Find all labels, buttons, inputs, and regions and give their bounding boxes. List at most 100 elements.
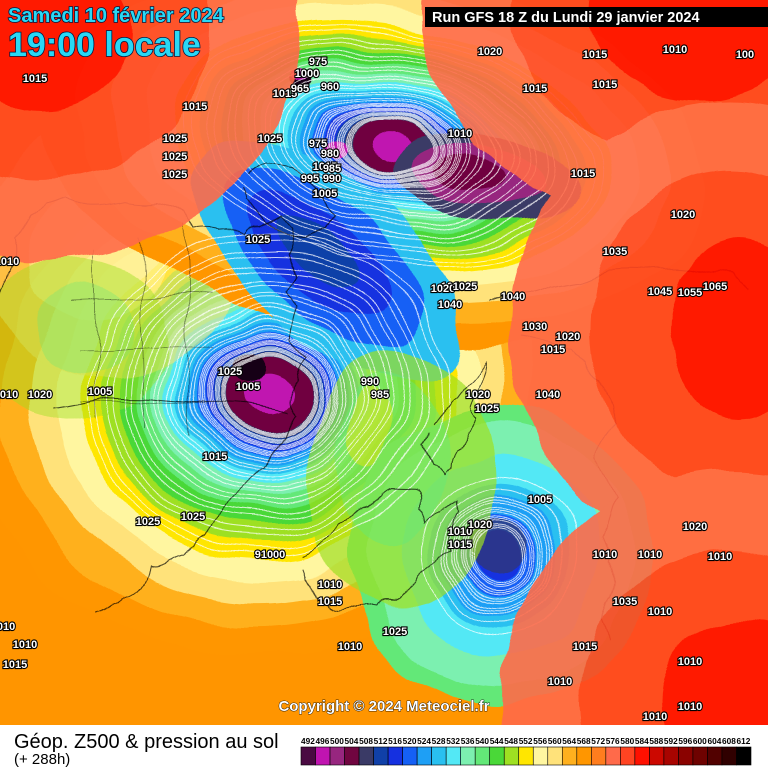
svg-text:91000: 91000 [255,549,286,561]
svg-text:552: 552 [519,736,533,746]
svg-text:975: 975 [309,138,327,150]
svg-text:532: 532 [446,736,460,746]
svg-text:612: 612 [737,736,751,746]
svg-text:1010: 1010 [0,256,19,268]
svg-text:516: 516 [388,736,402,746]
svg-text:1015: 1015 [448,539,472,551]
svg-text:1010: 1010 [593,549,617,561]
svg-text:1040: 1040 [438,299,462,311]
svg-text:1015: 1015 [593,79,617,91]
svg-text:1010: 1010 [708,551,732,563]
svg-text:1010: 1010 [678,656,702,668]
svg-text:1015: 1015 [183,101,207,113]
svg-text:572: 572 [591,736,605,746]
svg-text:504: 504 [345,736,359,746]
svg-text:1020: 1020 [478,46,502,58]
svg-text:1025: 1025 [475,403,499,415]
svg-text:1020: 1020 [671,209,695,221]
svg-text:588: 588 [649,736,663,746]
svg-text:1015: 1015 [583,49,607,61]
svg-text:1010: 1010 [678,701,702,713]
svg-text:1010: 1010 [648,606,672,618]
svg-text:1065: 1065 [703,281,727,293]
svg-text:600: 600 [693,736,707,746]
svg-text:520: 520 [403,736,417,746]
svg-text:1015: 1015 [203,451,227,463]
svg-text:556: 556 [533,736,547,746]
svg-text:512: 512 [374,736,388,746]
svg-text:1025: 1025 [163,151,187,163]
svg-text:508: 508 [359,736,373,746]
svg-text:990: 990 [361,376,379,388]
svg-text:492: 492 [301,736,315,746]
svg-text:1035: 1035 [613,596,637,608]
svg-text:1010: 1010 [643,711,667,723]
svg-text:1030: 1030 [523,321,547,333]
svg-text:1020: 1020 [466,389,490,401]
svg-text:1055: 1055 [678,287,702,299]
svg-text:536: 536 [461,736,475,746]
svg-text:Copyright © 2024 Meteociel.fr: Copyright © 2024 Meteociel.fr [278,698,489,715]
svg-text:584: 584 [635,736,649,746]
svg-text:500: 500 [330,736,344,746]
svg-text:1010: 1010 [448,128,472,140]
svg-text:965: 965 [291,83,309,95]
svg-text:1040: 1040 [501,291,525,303]
svg-text:Run GFS 18 Z du Lundi 29 janvi: Run GFS 18 Z du Lundi 29 janvier 2024 [432,10,700,26]
svg-text:995: 995 [301,173,319,185]
svg-text:1015: 1015 [573,641,597,653]
svg-text:596: 596 [678,736,692,746]
svg-text:1015: 1015 [541,344,565,356]
svg-text:568: 568 [577,736,591,746]
svg-text:1005: 1005 [236,381,260,393]
svg-text:604: 604 [708,736,722,746]
svg-text:1015: 1015 [318,596,342,608]
svg-text:(+ 288h): (+ 288h) [14,751,70,768]
svg-text:1010: 1010 [318,579,342,591]
svg-text:1025: 1025 [136,516,160,528]
svg-text:1010: 1010 [663,44,687,56]
svg-text:524: 524 [417,736,431,746]
svg-text:975: 975 [309,56,327,68]
svg-text:548: 548 [504,736,518,746]
svg-text:1010: 1010 [13,639,37,651]
svg-text:1025: 1025 [258,133,282,145]
svg-text:1025: 1025 [181,511,205,523]
svg-text:544: 544 [490,736,504,746]
svg-text:1020: 1020 [683,521,707,533]
svg-text:1040: 1040 [536,389,560,401]
svg-text:540: 540 [475,736,489,746]
svg-text:19:00 locale: 19:00 locale [8,26,201,64]
svg-text:1035: 1035 [603,246,627,258]
svg-text:1020: 1020 [468,519,492,531]
svg-text:100: 100 [736,49,754,61]
svg-text:1015: 1015 [3,659,27,671]
svg-text:1020: 1020 [28,389,52,401]
svg-text:1025: 1025 [163,133,187,145]
svg-text:985: 985 [371,389,389,401]
svg-text:010: 010 [0,621,15,633]
svg-text:1020: 1020 [431,283,455,295]
svg-text:576: 576 [606,736,620,746]
svg-text:990: 990 [323,173,341,185]
svg-text:608: 608 [722,736,736,746]
svg-text:1015: 1015 [23,73,47,85]
svg-text:Samedi 10 février 2024: Samedi 10 février 2024 [8,5,225,27]
svg-text:1025: 1025 [246,234,270,246]
svg-text:Géop. Z500 & pression au sol: Géop. Z500 & pression au sol [14,731,279,753]
svg-text:1020: 1020 [556,331,580,343]
svg-text:528: 528 [432,736,446,746]
svg-text:1000: 1000 [295,68,319,80]
svg-text:1025: 1025 [453,281,477,293]
svg-text:960: 960 [321,81,339,93]
svg-text:1025: 1025 [218,366,242,378]
svg-text:1005: 1005 [88,386,112,398]
svg-text:496: 496 [316,736,330,746]
svg-text:1010: 1010 [638,549,662,561]
svg-text:1005: 1005 [313,188,337,200]
svg-text:1010: 1010 [0,389,18,401]
svg-text:1015: 1015 [523,83,547,95]
svg-text:560: 560 [548,736,562,746]
svg-text:592: 592 [664,736,678,746]
svg-text:1045: 1045 [648,286,672,298]
